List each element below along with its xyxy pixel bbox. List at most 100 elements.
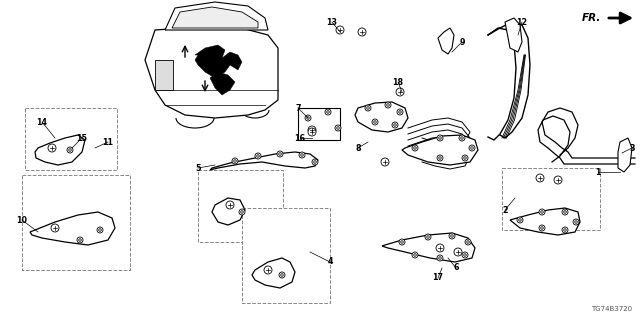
Circle shape <box>358 28 366 36</box>
Circle shape <box>51 224 59 232</box>
Circle shape <box>438 137 442 139</box>
Circle shape <box>255 153 261 159</box>
Circle shape <box>314 161 316 163</box>
Polygon shape <box>212 198 245 225</box>
Circle shape <box>462 155 468 161</box>
Circle shape <box>438 157 442 159</box>
Circle shape <box>517 217 523 223</box>
Circle shape <box>257 155 259 157</box>
Circle shape <box>564 211 566 213</box>
Circle shape <box>536 174 544 182</box>
Bar <box>198 170 283 242</box>
Bar <box>155 60 173 90</box>
Circle shape <box>226 201 234 209</box>
Text: 14: 14 <box>36 117 47 126</box>
Circle shape <box>394 124 396 126</box>
Polygon shape <box>210 72 235 95</box>
Circle shape <box>232 158 238 164</box>
Circle shape <box>396 88 404 96</box>
Circle shape <box>469 145 475 151</box>
Text: 17: 17 <box>433 274 444 283</box>
Circle shape <box>308 128 316 136</box>
Bar <box>242 208 330 303</box>
Text: 15: 15 <box>77 133 88 142</box>
Circle shape <box>281 274 284 276</box>
Circle shape <box>413 147 417 149</box>
Circle shape <box>470 147 474 149</box>
Circle shape <box>336 26 344 34</box>
Circle shape <box>451 235 453 237</box>
Circle shape <box>367 107 369 109</box>
Circle shape <box>401 241 403 243</box>
Circle shape <box>335 125 341 131</box>
Circle shape <box>449 233 455 239</box>
Polygon shape <box>35 135 85 165</box>
Circle shape <box>463 254 467 256</box>
Polygon shape <box>438 28 454 54</box>
Text: 1: 1 <box>595 167 601 177</box>
Circle shape <box>437 155 443 161</box>
Bar <box>25 108 117 170</box>
Circle shape <box>539 209 545 215</box>
Text: 10: 10 <box>17 215 28 225</box>
Circle shape <box>278 153 282 155</box>
Text: 3: 3 <box>629 143 635 153</box>
Circle shape <box>48 144 56 152</box>
Circle shape <box>437 255 443 261</box>
Circle shape <box>436 244 444 252</box>
Circle shape <box>337 127 339 129</box>
Circle shape <box>541 227 543 229</box>
Circle shape <box>554 176 562 184</box>
Circle shape <box>372 119 378 125</box>
Circle shape <box>564 229 566 231</box>
Circle shape <box>241 211 243 213</box>
Polygon shape <box>355 102 408 132</box>
Circle shape <box>412 252 418 258</box>
Circle shape <box>374 121 376 123</box>
Circle shape <box>392 122 398 128</box>
Circle shape <box>277 151 283 157</box>
Text: 7: 7 <box>295 103 301 113</box>
Circle shape <box>562 227 568 233</box>
Circle shape <box>438 257 442 259</box>
Circle shape <box>575 221 577 223</box>
Polygon shape <box>382 233 475 262</box>
Circle shape <box>381 158 389 166</box>
Circle shape <box>562 209 568 215</box>
Circle shape <box>518 219 522 221</box>
Circle shape <box>463 157 467 159</box>
Circle shape <box>465 239 471 245</box>
Text: 12: 12 <box>516 18 527 27</box>
Polygon shape <box>165 2 268 30</box>
Circle shape <box>467 241 469 243</box>
Circle shape <box>99 229 101 231</box>
Circle shape <box>425 234 431 240</box>
Circle shape <box>97 227 103 233</box>
Text: 8: 8 <box>355 143 361 153</box>
Circle shape <box>541 211 543 213</box>
Polygon shape <box>618 138 632 172</box>
Polygon shape <box>145 25 278 118</box>
Circle shape <box>387 104 389 106</box>
Text: 2: 2 <box>502 205 508 214</box>
Polygon shape <box>172 7 258 28</box>
Circle shape <box>239 209 245 215</box>
Text: FR.: FR. <box>582 13 601 23</box>
Circle shape <box>399 239 405 245</box>
Polygon shape <box>210 152 318 170</box>
Circle shape <box>459 135 465 141</box>
Text: 18: 18 <box>392 77 404 86</box>
Circle shape <box>365 105 371 111</box>
Polygon shape <box>195 45 242 78</box>
Circle shape <box>454 248 462 256</box>
Circle shape <box>462 252 468 258</box>
Circle shape <box>385 102 391 108</box>
Circle shape <box>305 115 311 121</box>
Circle shape <box>301 154 303 156</box>
Polygon shape <box>30 212 115 245</box>
Circle shape <box>437 135 443 141</box>
Circle shape <box>325 109 331 115</box>
Circle shape <box>312 159 318 165</box>
Text: 11: 11 <box>102 138 113 147</box>
Text: 16: 16 <box>294 133 305 142</box>
